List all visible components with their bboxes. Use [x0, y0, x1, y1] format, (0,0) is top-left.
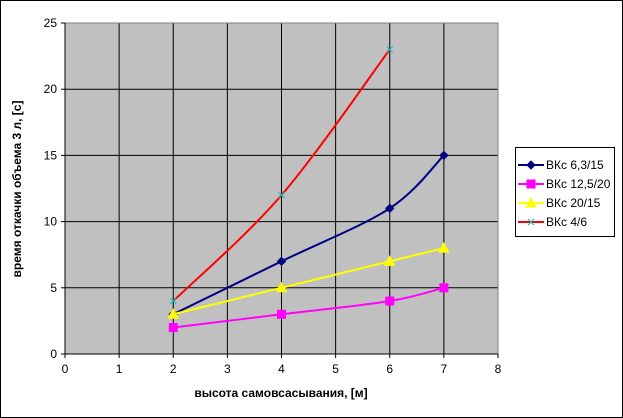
data-point [439, 150, 449, 161]
data-point [439, 283, 449, 293]
data-point [169, 297, 177, 305]
legend: ВКс 6,3/15 ВКс 12,5/20 ВКс 20/15 ВКс 4/6 [515, 147, 615, 237]
y-tick-label: 5 [50, 281, 57, 295]
series-line [172, 154, 445, 316]
legend-marker [527, 218, 535, 226]
legend-marker [526, 179, 536, 189]
y-tick-label: 0 [50, 347, 57, 361]
x-tick-labels: 0 1 2 3 4 5 6 7 8 [62, 362, 502, 376]
series-group [167, 46, 450, 333]
data-point [276, 256, 287, 267]
legend-swatch [518, 197, 544, 208]
legend-marker [525, 197, 537, 208]
legend-swatch [518, 179, 544, 189]
data-point [438, 242, 450, 253]
x-tick-label: 7 [441, 362, 448, 376]
x-tick-label: 0 [62, 362, 69, 376]
x-axis-title: высота самовсасывания, [м] [194, 386, 367, 400]
x-tick-label: 8 [495, 362, 502, 376]
y-tick-label: 15 [44, 148, 58, 162]
legend-swatch [518, 218, 544, 226]
data-point [278, 191, 285, 199]
x-tick-label: 4 [278, 362, 285, 376]
y-tick-labels: 0 5 10 15 20 25 [44, 16, 58, 361]
x-tick-label: 3 [224, 362, 231, 376]
legend-item: ВКс 20/15 [516, 194, 614, 212]
series-line [173, 247, 445, 316]
legend-label: ВКс 12,5/20 [546, 177, 611, 191]
legend-label: ВКс 6,3/15 [546, 158, 604, 172]
y-tick-label: 25 [44, 16, 58, 30]
x-tick-label: 2 [170, 362, 177, 376]
data-point [385, 296, 395, 306]
y-tick-label: 20 [44, 82, 58, 96]
data-point [277, 309, 286, 319]
x-tick-label: 6 [386, 362, 393, 376]
legend-item: ВКс 4/6 [516, 213, 614, 231]
data-point [385, 203, 395, 214]
data-point [383, 255, 396, 266]
series-2 [168, 283, 449, 333]
legend-marker [526, 160, 536, 170]
x-tick-label: 5 [332, 362, 339, 376]
data-point [168, 323, 178, 333]
data-point [275, 281, 288, 293]
legend-item: ВКс 12,5/20 [516, 175, 614, 193]
axes [61, 22, 499, 358]
legend-item: ВКс 6,3/15 [516, 156, 614, 174]
data-point [386, 46, 394, 53]
series-3 [167, 242, 450, 319]
x-tick-label: 1 [116, 362, 123, 376]
legend-label: ВКс 20/15 [546, 196, 601, 210]
legend-label: ВКс 4/6 [546, 215, 588, 229]
data-point [167, 308, 180, 319]
y-axis-title: время откачки объема 3 л, [с] [10, 101, 24, 278]
series-line [173, 286, 445, 329]
legend-swatch [518, 160, 544, 170]
series-4 [169, 46, 394, 305]
y-tick-label: 10 [44, 215, 58, 229]
